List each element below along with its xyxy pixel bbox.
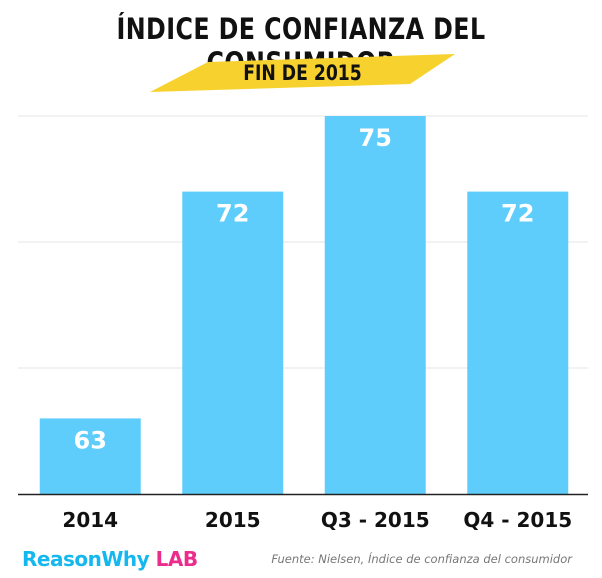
- chart-subtitle: FIN DE 2015: [243, 61, 362, 85]
- bar-value-label: 63: [74, 426, 107, 454]
- x-tick-label: Q3 - 2015: [321, 508, 430, 532]
- bar-value-label: 75: [359, 124, 392, 152]
- reasonwhy-lab-logo: ReasonWhy LAB: [22, 547, 198, 571]
- bar-q3-2015: [324, 116, 426, 494]
- bar-value-label: 72: [216, 200, 249, 228]
- x-tick-label: Q4 - 2015: [463, 508, 572, 532]
- logo-lab: LAB: [155, 547, 198, 571]
- logo-reasonwhy: ReasonWhy: [22, 547, 150, 571]
- x-tick-label: 2015: [205, 508, 261, 532]
- subtitle-highlight: FIN DE 2015: [150, 54, 455, 92]
- bar-value-label: 72: [501, 200, 534, 228]
- bar-q4-2015: [467, 191, 569, 494]
- bar-2015: [182, 191, 284, 494]
- source-note: Fuente: Nielsen, Índice de confianza del…: [271, 552, 572, 566]
- x-tick-label: 2014: [62, 508, 118, 532]
- bar-2014: [39, 418, 141, 494]
- subtitle-highlight-shape: [150, 54, 455, 92]
